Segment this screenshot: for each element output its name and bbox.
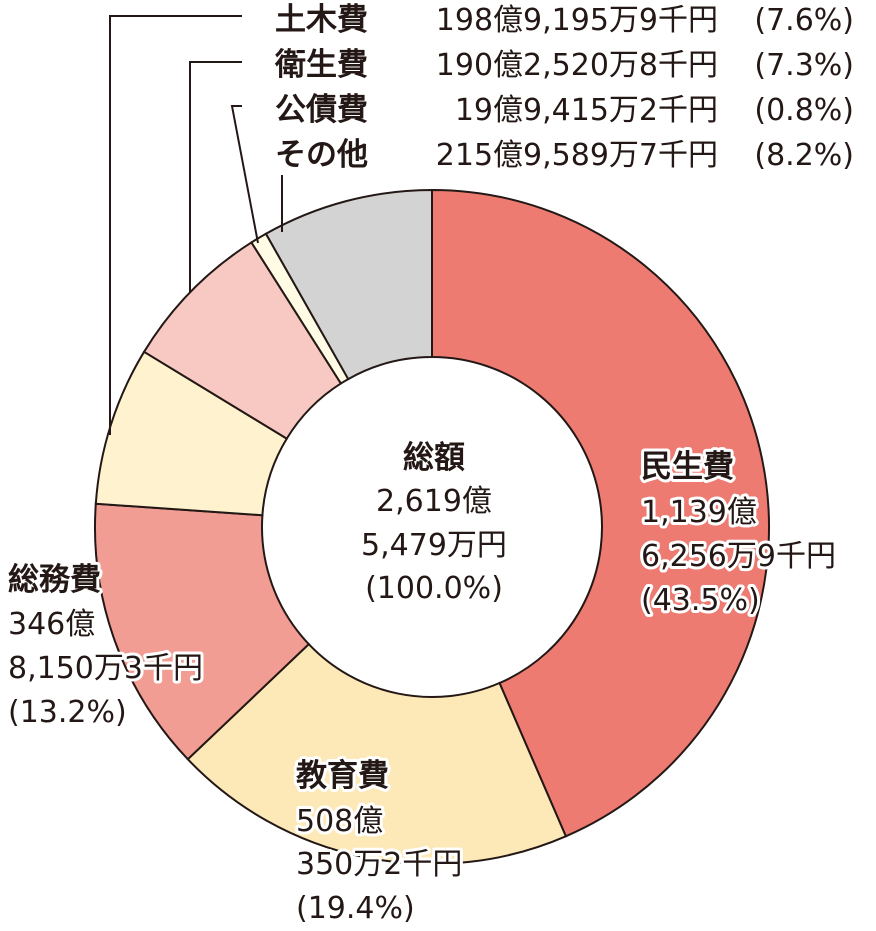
label-kyoiku-amount-line2: 350万2千円 [296, 847, 462, 882]
label-kosai-amount: 19億9,415万2千円 [455, 93, 718, 128]
center-title: 総額 [403, 440, 465, 476]
label-somu-percent: (13.2%) [8, 695, 127, 730]
label-kyoiku-name: 教育費 [296, 758, 389, 794]
slice-sonota [264, 188, 433, 381]
center-amount-line2: 5,479万円 [361, 528, 507, 563]
legend-eisei: 衛生費 190億2,520万8千円 (7.3%) [274, 47, 854, 83]
label-minsei-amount-line1: 1,139億 [641, 495, 757, 530]
label-somu-name: 総務費 [8, 562, 101, 598]
center-total: 総額 2,619億 5,479万円 (100.0%) [361, 440, 507, 606]
label-eisei-percent: (7.3%) [754, 48, 854, 83]
label-sonota-percent: (8.2%) [754, 138, 854, 173]
leader-line-eisei [189, 61, 242, 293]
label-eisei-amount: 190億2,520万8千円 [436, 48, 718, 83]
label-eisei-name: 衛生費 [274, 47, 368, 83]
center-amount-line1: 2,619億 [376, 484, 492, 519]
label-doboku-amount: 198億9,195万9千円 [436, 3, 718, 38]
slice-minsei [431, 188, 770, 838]
donut-slices [94, 188, 770, 865]
label-minsei-name: 民生費 [641, 449, 734, 485]
leader-line-doboku [109, 15, 242, 435]
label-kyoiku-amount-line1: 508億 [296, 804, 383, 839]
label-somu-amount-line2: 8,150万3千円 [8, 651, 203, 686]
legend-kosai: 公債費 19億9,415万2千円 (0.8%) [275, 92, 854, 128]
label-kosai-name: 公債費 [275, 92, 368, 128]
legend-doboku: 土木費 198億9,195万9千円 (7.6%) [275, 2, 854, 38]
label-doboku-percent: (7.6%) [754, 3, 854, 38]
label-kyoiku: 教育費 508億 350万2千円 (19.4%) [293, 755, 465, 929]
label-sonota-name: その他 [275, 137, 368, 173]
leader-line-kosai [230, 105, 259, 244]
label-minsei-amount-line2: 6,256万9千円 [641, 539, 836, 574]
label-sonota-amount: 215億9,589万7千円 [436, 138, 718, 173]
slice-kyoiku [186, 642, 568, 865]
label-somu-amount-line1: 346億 [8, 607, 95, 642]
slice-somu [94, 502, 311, 761]
label-minsei: 民生費 1,139億 6,256万9千円 (43.5%) [638, 446, 839, 621]
label-somu: 総務費 346億 8,150万3千円 (13.2%) [5, 559, 206, 733]
label-kosai-percent: (0.8%) [754, 93, 854, 128]
label-minsei-percent: (43.5%) [641, 583, 760, 618]
legend-sonota: その他 215億9,589万7千円 (8.2%) [275, 137, 854, 173]
label-kyoiku-percent: (19.4%) [296, 891, 415, 926]
center-percent: (100.0%) [365, 571, 503, 606]
label-doboku-name: 土木費 [275, 2, 368, 38]
